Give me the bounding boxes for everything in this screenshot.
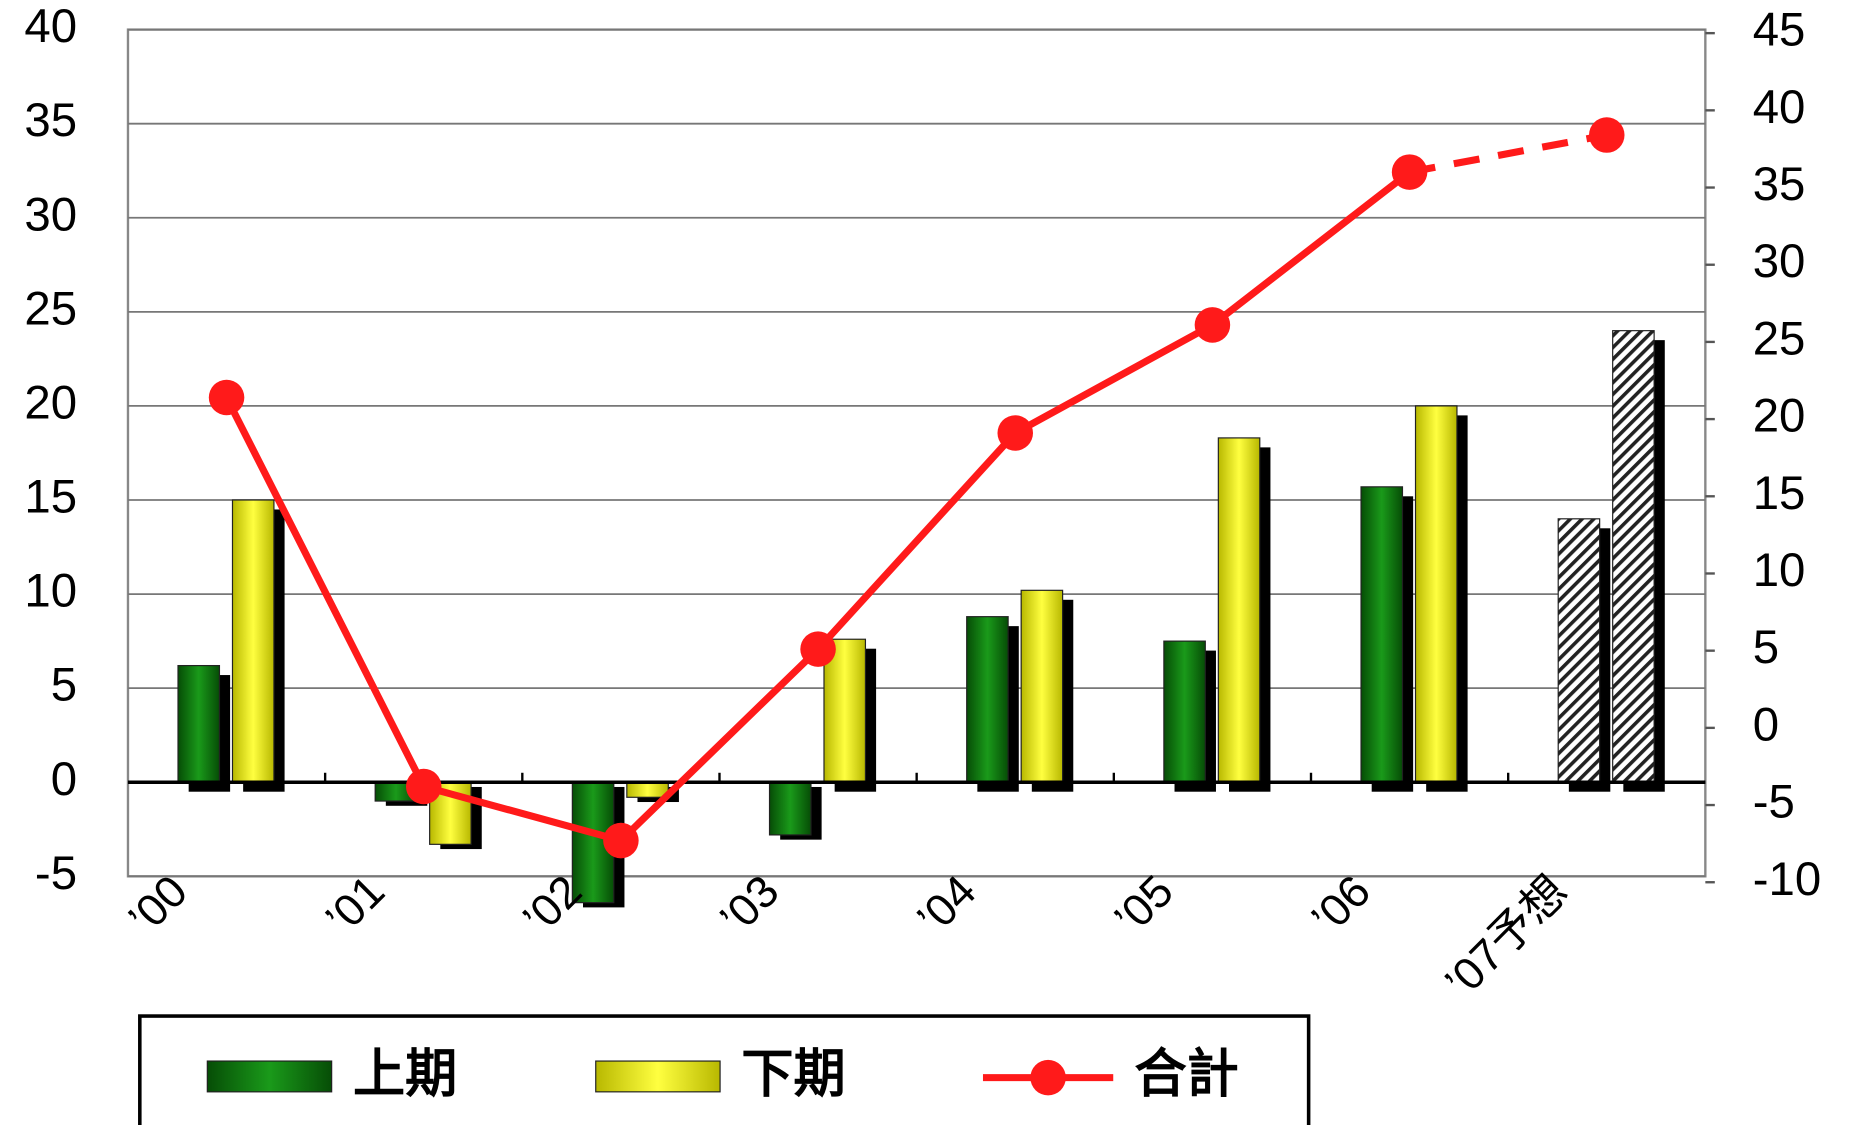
y2-tick-label: 10: [1753, 544, 1806, 597]
y2-tick-label: 30: [1753, 235, 1806, 288]
y2-tick-label: 15: [1753, 467, 1806, 520]
bar: [231, 499, 275, 783]
bar: [626, 781, 669, 798]
y-tick-label: 20: [24, 376, 77, 429]
y2-tick-label: 0: [1753, 698, 1779, 751]
line-marker: [997, 415, 1034, 451]
legend-swatch: [206, 1060, 333, 1093]
line-marker: [1194, 307, 1231, 343]
bar: [1557, 518, 1601, 783]
bar: [1163, 640, 1206, 783]
y-tick-label: 10: [24, 565, 77, 618]
bar: [1414, 405, 1458, 783]
bar: [966, 616, 1009, 783]
x-tick-label: ’07予想: [1435, 865, 1577, 1007]
line-marker: [603, 822, 639, 859]
y2-tick-label: -10: [1753, 853, 1821, 906]
y-tick-label: 5: [51, 659, 77, 712]
y-tick-label: -5: [35, 847, 77, 900]
y-tick-label: 35: [24, 94, 77, 147]
legend-swatch: [595, 1060, 721, 1093]
line-marker: [1588, 117, 1625, 153]
y-tick-label: 30: [24, 188, 77, 241]
bar: [768, 781, 812, 836]
line-marker: [208, 379, 245, 416]
y2-tick-label: 20: [1753, 390, 1806, 443]
y-tick-label: 25: [24, 282, 77, 335]
bar: [177, 664, 221, 783]
legend: 上期 下期 合計: [138, 1014, 1311, 1125]
legend-marker: [1030, 1059, 1066, 1096]
bar: [1217, 437, 1261, 783]
legend-box: [138, 1014, 1311, 1125]
y-tick-label: 40: [24, 0, 77, 53]
y-tick-label: 15: [24, 471, 77, 524]
legend-label: 合計: [1135, 1045, 1239, 1103]
plot: -5 0 5 10 15 20 25 30 35 40 -10 -5 0 5 10 15 20 25 30 35 40 4…: [24, 0, 1821, 1007]
y2-tick-label: 5: [1753, 621, 1779, 674]
bar: [1360, 486, 1404, 783]
line-forecast: [1408, 131, 1608, 176]
y-tick-label: 0: [51, 753, 77, 806]
y2-tick-label: 45: [1753, 4, 1806, 57]
line-marker: [800, 631, 836, 667]
line-marker: [405, 768, 442, 805]
y2-tick-label: 25: [1753, 312, 1806, 365]
bar: [1020, 589, 1064, 783]
y2-tick-label: 40: [1753, 81, 1806, 134]
bar: [1612, 330, 1655, 783]
legend-label: 下期: [741, 1045, 845, 1103]
line-marker: [1391, 154, 1428, 190]
legend-label: 上期: [353, 1045, 457, 1103]
y2-tick-label: -5: [1753, 776, 1795, 829]
y2-tick-label: 35: [1753, 158, 1806, 211]
plot-frame: [126, 28, 1707, 878]
